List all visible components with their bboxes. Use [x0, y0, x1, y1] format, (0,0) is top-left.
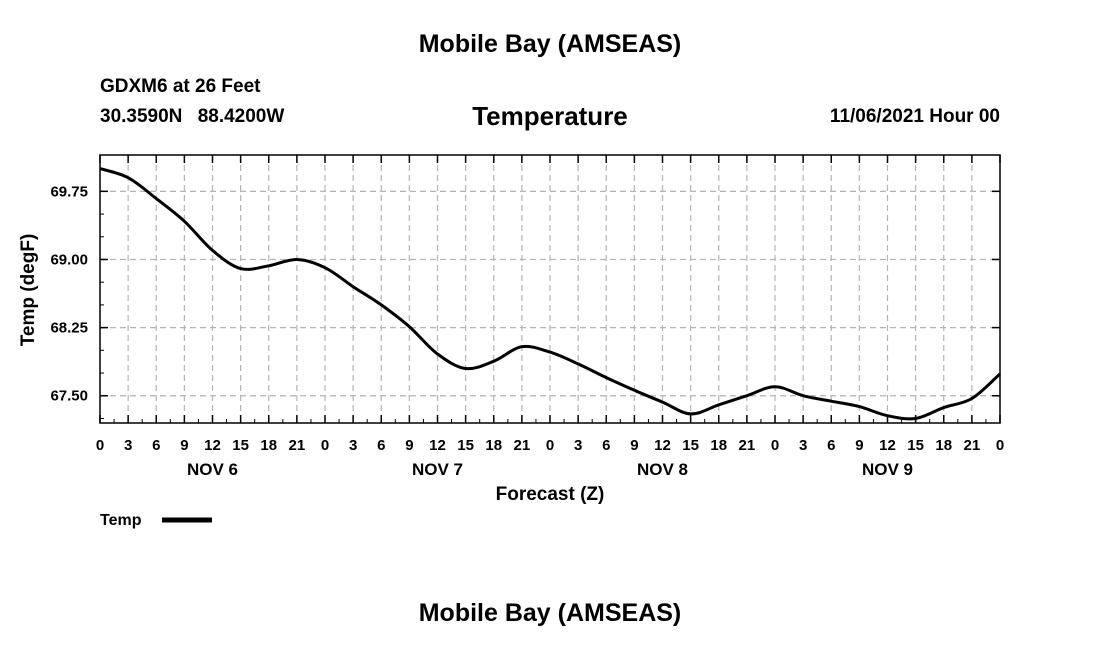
y-axis-title: Temp (degF) [18, 234, 39, 347]
x-tick-label: 18 [710, 437, 727, 454]
x-tick-label: 6 [827, 437, 835, 454]
x-tick-label: 3 [799, 437, 807, 454]
x-tick-label: 21 [514, 437, 531, 454]
day-label: NOV 8 [637, 460, 688, 479]
day-label: NOV 7 [412, 460, 463, 479]
forecast-run-date: 11/06/2021 Hour 00 [829, 106, 1000, 127]
day-label: NOV 9 [862, 460, 913, 479]
x-tick-label: 21 [289, 437, 306, 454]
y-tick-label: 69.00 [50, 251, 88, 268]
x-axis-title: Forecast (Z) [496, 484, 605, 505]
x-tick-label: 18 [260, 437, 277, 454]
main-title: Mobile Bay (AMSEAS) [418, 30, 682, 58]
x-tick-label: 12 [879, 437, 896, 454]
x-tick-label: 18 [485, 437, 502, 454]
x-tick-label: 0 [96, 437, 104, 454]
x-tick-label: 21 [739, 437, 756, 454]
x-tick-label: 0 [546, 437, 554, 454]
x-tick-label: 0 [996, 437, 1004, 454]
temp-series-line [99, 167, 1002, 421]
y-tick-label: 67.50 [50, 388, 88, 405]
x-tick-label: 15 [682, 437, 699, 454]
x-tick-label: 3 [124, 437, 132, 454]
x-tick-label: 15 [457, 437, 474, 454]
x-tick-label: 0 [771, 437, 779, 454]
x-tick-label: 9 [855, 437, 863, 454]
x-tick-label: 18 [935, 437, 952, 454]
x-tick-label: 6 [152, 437, 160, 454]
x-tick-label: 9 [405, 437, 413, 454]
x-tick-label: 15 [232, 437, 249, 454]
x-tick-label: 15 [907, 437, 924, 454]
coordinates: 30.3590N 88.4200W [100, 106, 294, 128]
bottom-title: Mobile Bay (AMSEAS) [418, 599, 682, 627]
x-tick-label: 21 [964, 437, 981, 454]
x-tick-label: 9 [180, 437, 188, 454]
plot-frame [99, 154, 1001, 424]
longitude: 88.4200W [197, 106, 285, 127]
grid [100, 155, 1000, 423]
x-tick-label: 12 [429, 437, 446, 454]
x-tick-label: 12 [204, 437, 221, 454]
chart-title: Temperature [472, 101, 628, 131]
x-tick-label: 9 [630, 437, 638, 454]
day-label: NOV 6 [187, 460, 238, 479]
x-tick-label: 6 [377, 437, 385, 454]
x-tick-label: 3 [349, 437, 357, 454]
y-tick-label: 68.25 [50, 320, 88, 337]
station-label: GDXM6 at 26 Feet [100, 76, 261, 97]
x-tick-label: 12 [654, 437, 671, 454]
x-tick-label: 3 [574, 437, 582, 454]
latitude: 30.3590N [100, 106, 183, 127]
legend-label: Temp [100, 512, 142, 529]
x-tick-label: 6 [602, 437, 610, 454]
x-tick-label: 0 [321, 437, 329, 454]
y-tick-label: 69.75 [50, 183, 88, 200]
axis-labels: 0 3 6 9 12 15 18 21 0 3 6 9 12 15 18 21 0 3 6 9 12 15 18 21 0 3 6 9… [50, 183, 1004, 479]
